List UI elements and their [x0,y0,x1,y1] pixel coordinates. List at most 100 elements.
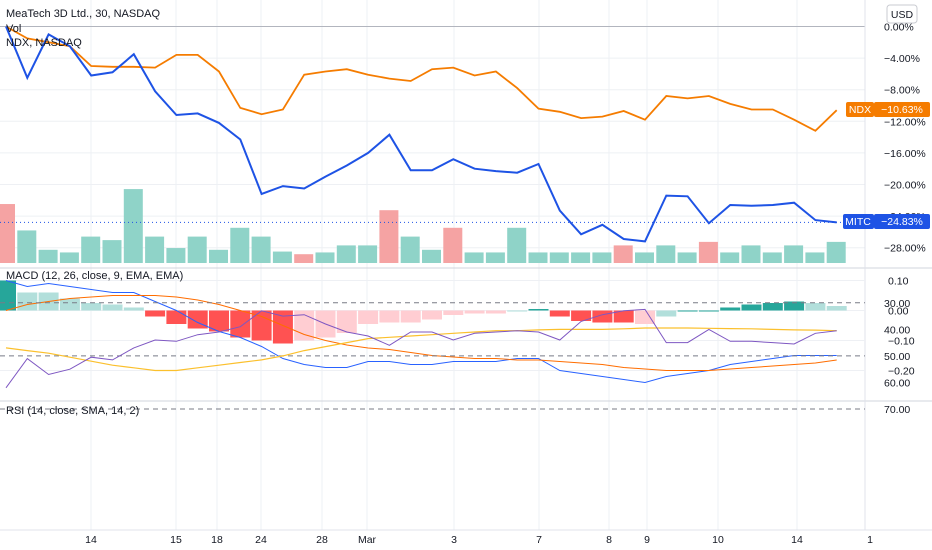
ndx-line [5,25,838,132]
rsi-y-tick: 50.00 [884,351,910,363]
grid [0,0,932,531]
macd-histogram-bar [571,310,592,321]
macd-histogram-bar [102,304,123,311]
macd-histogram-bar [464,310,485,314]
volume-bar [826,241,846,263]
macd-histogram-bar [187,310,208,329]
x-tick-label: 24 [255,534,267,546]
price-y-tick: −4.00% [884,53,920,65]
volume-bar [464,252,484,263]
macd-histogram-bar [720,307,741,311]
volume-bars [0,189,846,263]
x-tick-label: 10 [712,534,724,546]
macd-histogram-bar [635,310,655,324]
currency-button[interactable] [886,4,918,24]
signal-line [5,295,837,371]
price-y-tick: −28.00% [884,243,926,255]
macd-histogram-bar [400,310,421,323]
macd-layer [0,280,847,384]
volume-bar [677,252,697,263]
macd-y-tick: −0.10 [888,336,915,348]
macd-histogram-bar [698,310,719,312]
x-tick-label: 1 [867,534,873,546]
macd-histogram-bar [17,292,38,311]
volume-bar [698,241,718,263]
volume-bar [422,249,441,263]
volume-bar [528,252,548,263]
volume-bar [123,189,143,263]
x-tick-label: 3 [451,534,457,546]
volume-bar [336,245,356,263]
x-tick-label: 9 [644,534,650,546]
mitc-tag-value: −24.83% [881,216,923,228]
rsi-y-tick: 40.00 [884,324,910,336]
macd-histogram-bar [166,310,187,324]
chart-title: MeaTech 3D Ltd., 30, NASDAQ [6,8,161,20]
compare-symbol-label: NDX, NASDAQ [6,37,82,49]
macd-histogram-bar [784,301,805,311]
macd-histogram-bar [613,310,634,323]
macd-label: MACD (12, 26, close, 9, EMA, EMA) [6,270,183,282]
rsi-ma-line [5,327,837,372]
macd-histogram-bar [762,303,783,311]
currency-label: USD [891,9,914,21]
mitc-line [5,26,837,243]
x-tick-label: 15 [170,534,182,546]
macd-histogram-bar [358,310,379,324]
volume-bar [507,227,527,263]
volume-bar [294,254,314,263]
macd-line [5,280,837,384]
volume-bar [592,252,612,263]
ndx-tag-name-box [846,102,874,117]
mitc-tag-value-box [874,214,930,229]
x-tick-label: 7 [536,534,542,546]
macd-histogram-bar [123,307,144,311]
price-y-tick: −20.00% [884,180,926,192]
macd-histogram-bar [336,310,357,333]
volume-bar [400,236,420,263]
x-tick-label: 18 [211,534,223,546]
volume-bar [741,245,761,263]
volume-bar [635,252,654,263]
volume-bar [358,245,378,263]
volume-bar [187,236,207,263]
rsi-layer [0,302,865,410]
price-lines [0,25,865,243]
macd-histogram-bar [81,303,102,311]
x-tick-label: Mar [358,534,377,546]
macd-y-tick: 0.00 [888,306,909,318]
volume-bar [571,252,591,263]
volume-bar [485,252,505,263]
macd-y-tick: −0.20 [888,366,915,378]
volume-bar [784,245,804,263]
volume-bar [805,252,825,263]
volume-bar [656,245,676,263]
volume-bar [17,230,37,263]
volume-bar [0,204,15,263]
mitc-tag-name-box [843,214,874,229]
volume-bar [443,227,463,263]
rsi-label: RSI (14, close, SMA, 14, 2) [6,405,139,417]
price-y-tick: −16.00% [884,148,926,160]
rsi-y-tick: 60.00 [884,377,910,389]
x-tick-label: 28 [316,534,328,546]
x-tick-label: 14 [791,534,803,546]
macd-histogram-bar [145,310,166,317]
volume-bar [59,252,79,263]
macd-histogram-bar [507,310,528,312]
macd-histogram-bar [443,310,464,315]
axes: 0.00% −4.00% −8.00% −12.00% −16.00% −20.00% −2… [85,22,926,547]
macd-histogram-bar [379,310,400,323]
macd-histogram-bar [485,310,506,314]
volume-bar [230,227,250,263]
volume-bar [762,252,782,263]
price-y-tick: 0.00% [884,22,914,34]
macd-histogram-bar [272,310,293,344]
ndx-tag-name: NDX [849,104,871,116]
macd-histogram-bar [805,303,826,311]
macd-histogram-bar [422,310,442,320]
rsi-y-tick: 30.00 [884,298,910,310]
x-tick-label: 14 [85,534,97,546]
